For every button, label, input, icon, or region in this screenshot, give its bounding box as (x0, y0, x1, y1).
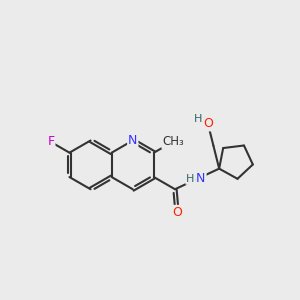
Text: N: N (196, 172, 206, 185)
Text: CH₃: CH₃ (162, 135, 184, 148)
Text: F: F (47, 136, 55, 148)
Text: H: H (194, 114, 202, 124)
Text: O: O (203, 117, 213, 130)
Text: O: O (172, 206, 182, 219)
Text: H: H (186, 174, 195, 184)
Text: N: N (128, 134, 137, 147)
